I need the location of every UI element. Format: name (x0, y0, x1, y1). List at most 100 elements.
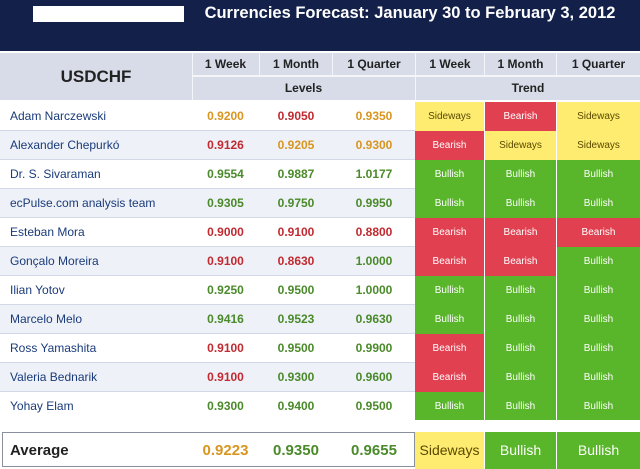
trend-1quarter-badge: Bullish (557, 247, 640, 276)
level-1month: 0.9750 (277, 196, 315, 210)
analyst-name: Yohay Elam (10, 399, 74, 413)
header-divider (192, 53, 193, 100)
level-col-1week-header: 1 Week (192, 53, 259, 75)
average-trend-1month: Bullish (485, 432, 556, 469)
trend-1quarter-badge: Bearish (557, 218, 640, 247)
level-1month: 0.8630 (277, 254, 315, 268)
level-1month: 0.9523 (277, 312, 315, 326)
analyst-name: Esteban Mora (10, 225, 85, 239)
row-background (0, 189, 415, 218)
level-1week: 0.9100 (207, 254, 244, 268)
row-background (0, 247, 415, 276)
header-divider (556, 53, 557, 75)
level-1week: 0.9126 (207, 138, 244, 152)
trend-1week-badge: Bullish (415, 392, 484, 421)
trend-1month-badge: Sideways (485, 131, 556, 160)
trend-1week-badge: Bearish (415, 247, 484, 276)
table-row: Gonçalo Moreira 0.9100 0.8630 1.0000 Bearish… (0, 247, 640, 276)
level-1quarter: 1.0000 (355, 283, 393, 297)
row-divider (0, 130, 415, 131)
title-banner: Currencies Forecast: January 30 to Febru… (0, 0, 640, 51)
trend-1quarter-badge: Bullish (557, 305, 640, 334)
table-row: Alexander Chepurkó 0.9126 0.9205 0.9300 Bear… (0, 131, 640, 160)
spacer (0, 420, 640, 432)
table-row: Yohay Elam 0.9300 0.9400 0.9500 Bullish Bulli… (0, 392, 640, 421)
table-row: Marcelo Melo 0.9416 0.9523 0.9630 Bullish Bul… (0, 305, 640, 334)
level-1quarter: 0.8800 (355, 225, 393, 239)
level-1quarter: 0.9500 (355, 399, 393, 413)
trend-1month-badge: Bullish (485, 334, 556, 363)
trend-1quarter-badge: Bullish (557, 276, 640, 305)
average-row-outline (2, 432, 415, 467)
average-level-1week: 0.9223 (202, 442, 249, 459)
trend-1week-badge: Bullish (415, 305, 484, 334)
level-1quarter: 1.0000 (355, 254, 393, 268)
level-1month: 0.9100 (277, 225, 315, 239)
row-background (0, 363, 415, 392)
row-background (0, 305, 415, 334)
table-row: Ross Yamashita 0.9100 0.9500 0.9900 Bearish B… (0, 334, 640, 363)
row-divider (0, 246, 415, 247)
average-trend-1week: Sideways (415, 432, 484, 469)
trend-1month-badge: Bearish (485, 247, 556, 276)
trend-col-1week-header: 1 Week (416, 53, 484, 75)
trend-1month-badge: Bearish (485, 102, 556, 131)
level-1month: 0.9500 (277, 283, 315, 297)
trend-1week-badge: Bearish (415, 334, 484, 363)
currency-pair-label: USDCHF (0, 53, 192, 100)
level-1week: 0.9200 (207, 109, 244, 123)
table-row: Adam Narczewski 0.9200 0.9050 0.9350 Sideway… (0, 102, 640, 131)
trend-1month-badge: Bullish (485, 160, 556, 189)
level-1quarter: 0.9900 (355, 341, 393, 355)
trend-1quarter-badge: Sideways (557, 131, 640, 160)
trend-1week-badge: Bearish (415, 363, 484, 392)
levels-group-header: Levels (192, 77, 415, 100)
trend-1quarter-badge: Bullish (557, 160, 640, 189)
average-level-1month: 0.9350 (273, 442, 319, 459)
trend-1week-badge: Bullish (415, 276, 484, 305)
row-divider (0, 304, 415, 305)
table-row: Ilian Yotov 0.9250 0.9500 1.0000 Bullish Bull… (0, 276, 640, 305)
row-background (0, 131, 415, 160)
page-title: Currencies Forecast: January 30 to Febru… (204, 4, 616, 22)
trend-1quarter-badge: Bullish (557, 363, 640, 392)
level-1month: 0.9300 (277, 370, 315, 384)
analyst-name: Alexander Chepurkó (10, 138, 120, 152)
level-1week: 0.9000 (207, 225, 244, 239)
analyst-name: Gonçalo Moreira (10, 254, 99, 268)
level-1month: 0.9887 (277, 167, 315, 181)
level-1quarter: 0.9600 (355, 370, 393, 384)
level-1week: 0.9300 (207, 399, 244, 413)
trend-1week-badge: Bearish (415, 218, 484, 247)
level-1week: 0.9305 (207, 196, 244, 210)
level-1quarter: 0.9350 (355, 109, 393, 123)
row-divider (0, 391, 415, 392)
level-1week: 0.9250 (207, 283, 244, 297)
analyst-name: Marcelo Melo (10, 312, 83, 326)
average-trend-1quarter: Bullish (557, 432, 640, 469)
trend-1month-badge: Bearish (485, 218, 556, 247)
row-divider (0, 217, 415, 218)
level-1quarter: 0.9630 (355, 312, 393, 326)
level-1week: 0.9554 (207, 167, 244, 181)
level-col-1quarter-header: 1 Quarter (333, 53, 415, 75)
level-1month: 0.9400 (277, 399, 315, 413)
analyst-name: Ilian Yotov (10, 283, 65, 297)
average-row: Average 0.9223 0.9350 0.9655 Sideways Bu… (0, 432, 640, 469)
level-1month: 0.9500 (277, 341, 315, 355)
level-1week: 0.9100 (207, 370, 244, 384)
trend-1month-badge: Bullish (485, 305, 556, 334)
row-divider (0, 362, 415, 363)
row-divider (0, 333, 415, 334)
level-1week: 0.9100 (207, 341, 244, 355)
trend-1week-badge: Bearish (415, 131, 484, 160)
header-divider (484, 53, 485, 75)
header-divider (332, 53, 333, 75)
analyst-name: Ross Yamashita (10, 341, 97, 355)
row-divider (0, 188, 415, 189)
table-row: Valeria Bednarik 0.9100 0.9300 0.9600 Bearis… (0, 363, 640, 392)
average-level-1quarter: 0.9655 (351, 442, 397, 459)
analyst-name: ecPulse.com analysis team (10, 196, 156, 210)
trend-1quarter-badge: Sideways (557, 102, 640, 131)
